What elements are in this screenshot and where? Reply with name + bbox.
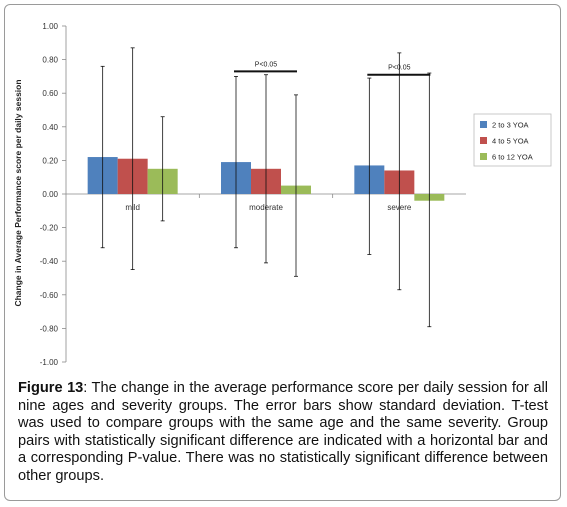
- caption-text: : The change in the average performance …: [18, 380, 548, 484]
- y-tick-label: -0.60: [40, 291, 59, 300]
- figure-caption: Figure 13: The change in the average per…: [18, 380, 548, 486]
- legend-label: 2 to 3 YOA: [492, 121, 529, 130]
- legend-label: 6 to 12 YOA: [492, 153, 533, 162]
- y-tick-label: 1.00: [42, 22, 58, 31]
- y-tick-label: -0.80: [40, 324, 59, 333]
- y-tick-label: 0.20: [42, 156, 58, 165]
- chart-legend: 2 to 3 YOA 4 to 5 YOA 6 to 12 YOA: [473, 113, 552, 167]
- y-tick-label: 0.40: [42, 123, 58, 132]
- legend-swatch: [480, 137, 487, 144]
- y-tick-label: 0.80: [42, 56, 58, 65]
- y-axis-label: Change in Average Performance score per …: [13, 79, 23, 306]
- y-tick-label: 0.00: [42, 190, 58, 199]
- y-tick-label: 0.60: [42, 89, 58, 98]
- caption-label: Figure 13: [18, 380, 84, 396]
- legend-label: 4 to 5 YOA: [492, 137, 529, 146]
- legend-swatch: [480, 121, 487, 128]
- figure-frame: [4, 4, 561, 501]
- y-tick-label: -1.00: [40, 358, 59, 367]
- p-value-label: P<0.05: [388, 65, 410, 72]
- y-tick-label: -0.40: [40, 257, 59, 266]
- chart-annotations: P<0.05 P<0.05: [234, 61, 431, 76]
- chart-error-bars: [100, 47, 432, 328]
- p-value-label: P<0.05: [255, 61, 277, 68]
- bar-chart: 1.00 0.80 0.60 0.40 0.20 0.00 -0.20 -0.40 -0.60 -…: [13, 22, 552, 367]
- y-tick-label: -0.20: [40, 224, 59, 233]
- legend-swatch: [480, 153, 487, 160]
